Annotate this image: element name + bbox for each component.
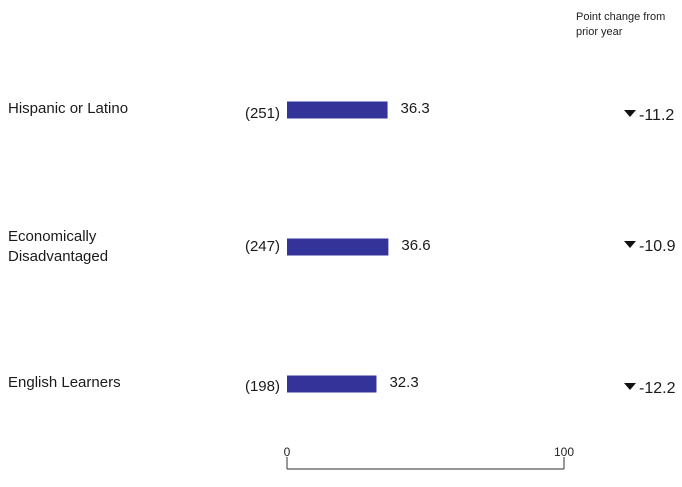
x-tick-label-0: 0 [283,445,291,459]
bar-hispanic [287,101,388,119]
change-column-header: Point change from prior year [576,11,666,38]
change-value-hispanic: -11.2 [639,107,675,124]
group-label-economically-disadvantaged: Economically Disadvantaged [8,228,109,265]
down-triangle-icon [624,383,636,391]
count-label-english-learners: (198) [244,378,280,395]
down-triangle-icon [624,241,636,249]
bar-economically-disadvantaged [287,238,389,256]
count-label-economically-disadvantaged: (247) [244,238,280,255]
bar-english-learners [287,375,377,393]
change-english-learners: -12.2 [624,380,675,398]
value-label-hispanic: 36.3 [400,100,430,117]
down-triangle-icon [624,110,636,118]
count-label-hispanic: (251) [244,105,280,122]
change-hispanic: -11.2 [624,107,674,125]
change-value-english-learners: -12.2 [639,380,676,397]
change-value-economically-disadvantaged: -10.9 [639,238,676,255]
value-label-economically-disadvantaged: 36.6 [401,237,431,254]
group-label-english-learners: English Learners [8,374,121,391]
value-label-english-learners: 32.3 [389,374,419,391]
group-label-hispanic: Hispanic or Latino [8,100,129,117]
change-economically-disadvantaged: -10.9 [624,238,675,256]
x-tick-label-100: 100 [553,445,575,459]
